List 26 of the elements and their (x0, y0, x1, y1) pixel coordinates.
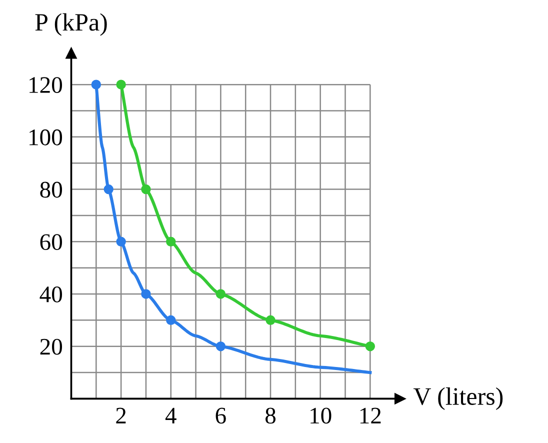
point (365, 341, 376, 352)
point (116, 236, 126, 246)
x-tick-label: 12 (360, 408, 381, 424)
point (166, 236, 176, 246)
point (104, 184, 114, 194)
x-tick-label: 6 (216, 408, 226, 424)
point (91, 80, 102, 90)
y-axis-title: P (kPa) (35, 13, 107, 36)
y-tick-label: 120 (30, 77, 62, 93)
x-tick-label: 10 (310, 408, 332, 424)
y-tick-label: 40 (40, 286, 62, 302)
point (116, 80, 126, 90)
y-tick-label: 80 (40, 182, 62, 198)
x-axis-title: V (liters) (413, 387, 503, 410)
x-tick-label: 4 (165, 408, 176, 424)
y-tick-label: 100 (30, 129, 62, 146)
x-tick-label: 8 (266, 408, 276, 424)
point (141, 184, 151, 194)
point (266, 315, 276, 326)
point (141, 289, 151, 299)
x-tick-label: 2 (116, 408, 126, 424)
point (216, 341, 226, 352)
y-tick-label: 20 (40, 338, 62, 355)
point (216, 289, 226, 299)
y-tick-label: 60 (40, 234, 62, 250)
point (166, 315, 176, 326)
